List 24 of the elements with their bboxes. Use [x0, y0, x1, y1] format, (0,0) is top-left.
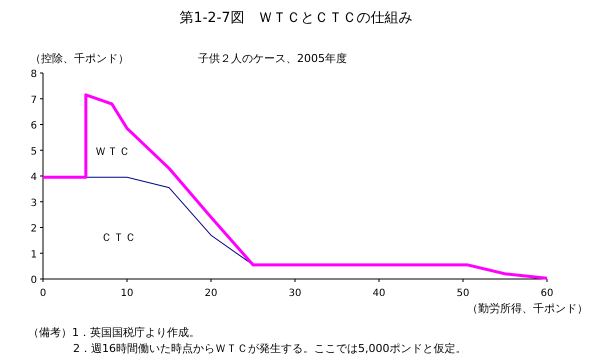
chart-subtitle: 子供２人のケース、2005年度 [198, 52, 347, 65]
x-tick-label: 0 [40, 288, 46, 299]
y-axis-title: （控除、千ポンド） [30, 52, 129, 65]
x-tick-label: 60 [540, 288, 554, 299]
annotation: ＣＴＣ [101, 231, 137, 244]
x-tick-label: 10 [120, 288, 134, 299]
y-tick-label: 8 [30, 69, 37, 80]
text: （備考）1．英国国税庁より作成。 [28, 326, 200, 339]
y-tick-label: 6 [30, 120, 37, 132]
y-tick-label: 4 [30, 172, 37, 183]
text: 2．週16時間働いた時点からＷＴＣが発生する。ここでは5,000ポンドと仮定。 [73, 342, 466, 355]
y-tick-label: 1 [30, 249, 37, 260]
x-tick-label: 20 [204, 288, 218, 299]
annotation: ＷＴＣ [95, 145, 131, 158]
y-tick-label: 5 [30, 146, 37, 158]
y-tick-label: 3 [30, 198, 37, 209]
y-tick-label: 0 [30, 275, 37, 286]
x-tick-label: 50 [456, 288, 470, 299]
chart-title: 第1-2-7図 ＷＴＣとＣＴＣの仕組み [180, 10, 412, 26]
y-tick-label: 7 [30, 94, 37, 106]
x-tick-label: 30 [288, 288, 302, 299]
y-tick-label: 2 [30, 224, 37, 234]
x-axis-title: （勤労所得、千ポンド） [467, 302, 588, 315]
x-tick-label: 40 [372, 288, 386, 299]
